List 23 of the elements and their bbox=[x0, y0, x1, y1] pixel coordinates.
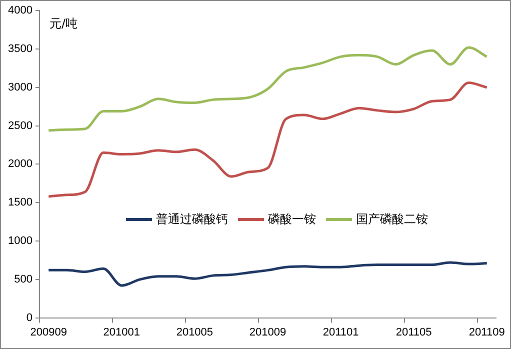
x-tick-label: 201109 bbox=[468, 326, 505, 338]
y-tick-label: 3500 bbox=[8, 43, 32, 56]
y-tick-label: 3000 bbox=[8, 81, 32, 94]
y-tick-label: 4000 bbox=[8, 4, 32, 17]
y-tick-label: 500 bbox=[14, 273, 32, 286]
x-tick-label: 201001 bbox=[103, 326, 140, 338]
y-tick-label: 2500 bbox=[8, 120, 32, 132]
y-axis-title: 元/吨 bbox=[49, 16, 78, 31]
x-tick-label: 201101 bbox=[322, 326, 359, 338]
y-tick-label: 2000 bbox=[8, 158, 32, 170]
legend-label: 国产磷酸二铵 bbox=[356, 212, 428, 226]
line-series bbox=[47, 82, 488, 198]
x-tick-label: 201009 bbox=[249, 326, 286, 338]
y-tick-label: 1000 bbox=[8, 235, 32, 248]
x-tick-label: 201105 bbox=[396, 326, 432, 338]
line-series bbox=[47, 261, 488, 287]
legend-label: 磷酸一铵 bbox=[268, 212, 316, 226]
y-tick-label: 0 bbox=[26, 312, 32, 324]
legend-label: 普通过磷酸钙 bbox=[156, 212, 228, 226]
y-tick-label: 1500 bbox=[8, 196, 32, 209]
line-series bbox=[47, 46, 488, 132]
x-tick-label: 201005 bbox=[176, 326, 214, 338]
x-tick-label: 200909 bbox=[30, 326, 67, 338]
